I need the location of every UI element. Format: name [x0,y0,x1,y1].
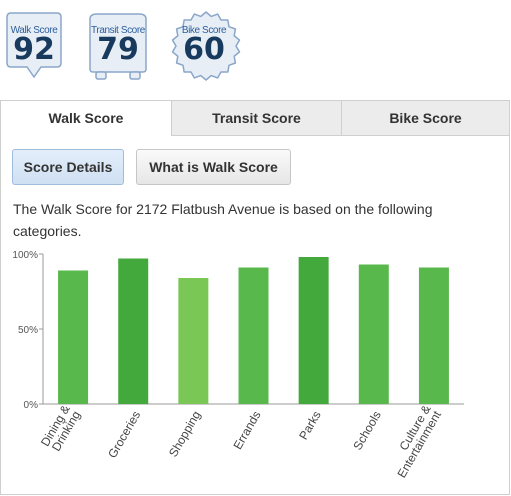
walk-pin-icon [6,12,62,79]
score-tabs: Walk Score Transit Score Bike Score [1,101,509,136]
transit-score-value: 79 [97,32,139,67]
bike-score-badge[interactable]: Bike Score 60 [171,11,241,81]
transit-score-badge[interactable]: Transit Score 79 [85,11,151,81]
tab-walk-score[interactable]: Walk Score [1,101,171,136]
walk-score-label: Walk Score [10,25,58,36]
x-tick-label: Groceries [105,409,143,461]
score-panel: Walk Score Transit Score Bike Score Scor… [0,100,510,495]
walk-score-value: 92 [13,32,55,67]
bar-parks[interactable] [298,257,329,404]
category-bar-chart: 0% 50% 100% Dining &Drinking Groceries Shoppi… [12,250,464,480]
y-tick-label: 0% [24,400,39,411]
x-tick-label: Culture &Entertainment [384,402,444,480]
bar-groceries[interactable] [118,258,149,405]
bar-shopping[interactable] [178,278,209,404]
walk-score-badge[interactable]: Walk Score 92 [1,11,67,81]
what-is-walk-score-button[interactable]: What is Walk Score [136,149,291,185]
y-tick-label: 100% [12,250,38,261]
x-tick-label: Shopping [166,409,203,460]
y-tick-label: 50% [18,325,38,336]
score-description: The Walk Score for 2172 Flatbush Avenue … [13,201,433,239]
bar-errands[interactable] [238,267,269,405]
bike-gear-icon [171,11,241,81]
bar-schools[interactable] [358,264,389,405]
x-tick-label: Parks [296,409,323,443]
x-tick-label: Schools [350,409,383,453]
transit-bus-icon [89,13,147,80]
bike-score-value: 60 [183,32,225,67]
bar-dining-drinking[interactable] [58,270,89,405]
transit-score-label: Transit Score [91,25,145,36]
bike-score-label: Bike Score [181,25,227,36]
tab-bike-score[interactable]: Bike Score [341,101,509,136]
x-tick-label: Errands [230,409,263,452]
tab-transit-score[interactable]: Transit Score [171,101,341,136]
score-details-button[interactable]: Score Details [12,149,124,185]
bar-culture-entertainment[interactable] [418,267,449,405]
x-tick-label: Dining &Drinking [38,403,83,455]
